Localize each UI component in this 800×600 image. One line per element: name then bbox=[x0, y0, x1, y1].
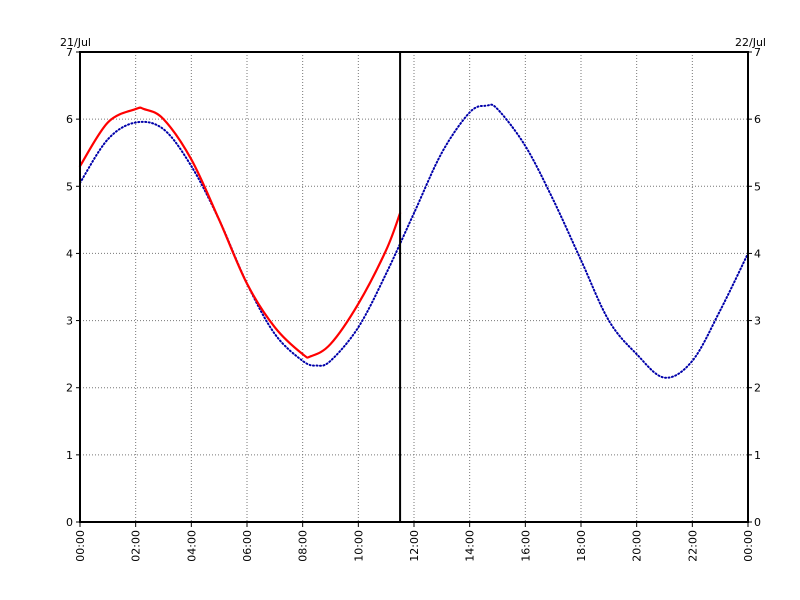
x-tick-label: 10:00 bbox=[352, 530, 365, 562]
date-end-label: 22/Jul bbox=[735, 36, 766, 49]
axis-layer: 0 0 1 1 2 2 3 3 4 4 5 5 6 6 7 7 00:00 02:00 04:00 06:00 08:0… bbox=[66, 46, 761, 562]
y-tick-label-left: 2 bbox=[66, 382, 73, 395]
x-tick-label: 04:00 bbox=[185, 530, 198, 562]
x-tick-label: 06:00 bbox=[241, 530, 254, 562]
x-tick-label: 12:00 bbox=[408, 530, 421, 562]
x-tick-label: 18:00 bbox=[575, 530, 588, 562]
y-tick-label-right: 7 bbox=[754, 46, 761, 59]
y-tick-label-right: 0 bbox=[754, 516, 761, 529]
y-tick-label-left: 3 bbox=[66, 315, 73, 328]
y-tick-label-left: 7 bbox=[66, 46, 73, 59]
x-tick-label: 14:00 bbox=[464, 530, 477, 562]
y-tick-label-right: 5 bbox=[754, 180, 761, 193]
y-tick-label-right: 1 bbox=[754, 449, 761, 462]
observed-tide-line bbox=[78, 106, 402, 359]
y-tick-label-left: 1 bbox=[66, 449, 73, 462]
x-tick-label: 20:00 bbox=[631, 530, 644, 562]
x-tick-label: 02:00 bbox=[130, 530, 143, 562]
date-start-label: 21/Jul bbox=[60, 36, 91, 49]
y-tick-label-left: 4 bbox=[66, 247, 73, 260]
y-tick-label-right: 6 bbox=[754, 113, 761, 126]
x-tick-label: 16:00 bbox=[519, 530, 532, 562]
y-tick-label-left: 6 bbox=[66, 113, 73, 126]
y-tick-label-left: 0 bbox=[66, 516, 73, 529]
y-tick-label-left: 5 bbox=[66, 180, 73, 193]
series-layer bbox=[78, 103, 749, 379]
y-tick-label-right: 4 bbox=[754, 247, 761, 260]
x-tick-label: 22:00 bbox=[686, 530, 699, 562]
x-tick-label: 00:00 bbox=[742, 530, 755, 562]
grid-layer bbox=[80, 52, 748, 522]
y-tick-label-right: 2 bbox=[754, 382, 761, 395]
x-tick-label: 08:00 bbox=[297, 530, 310, 562]
predicted-tide-line bbox=[79, 103, 749, 379]
x-tick-label: 00:00 bbox=[74, 530, 87, 562]
y-tick-label-right: 3 bbox=[754, 315, 761, 328]
